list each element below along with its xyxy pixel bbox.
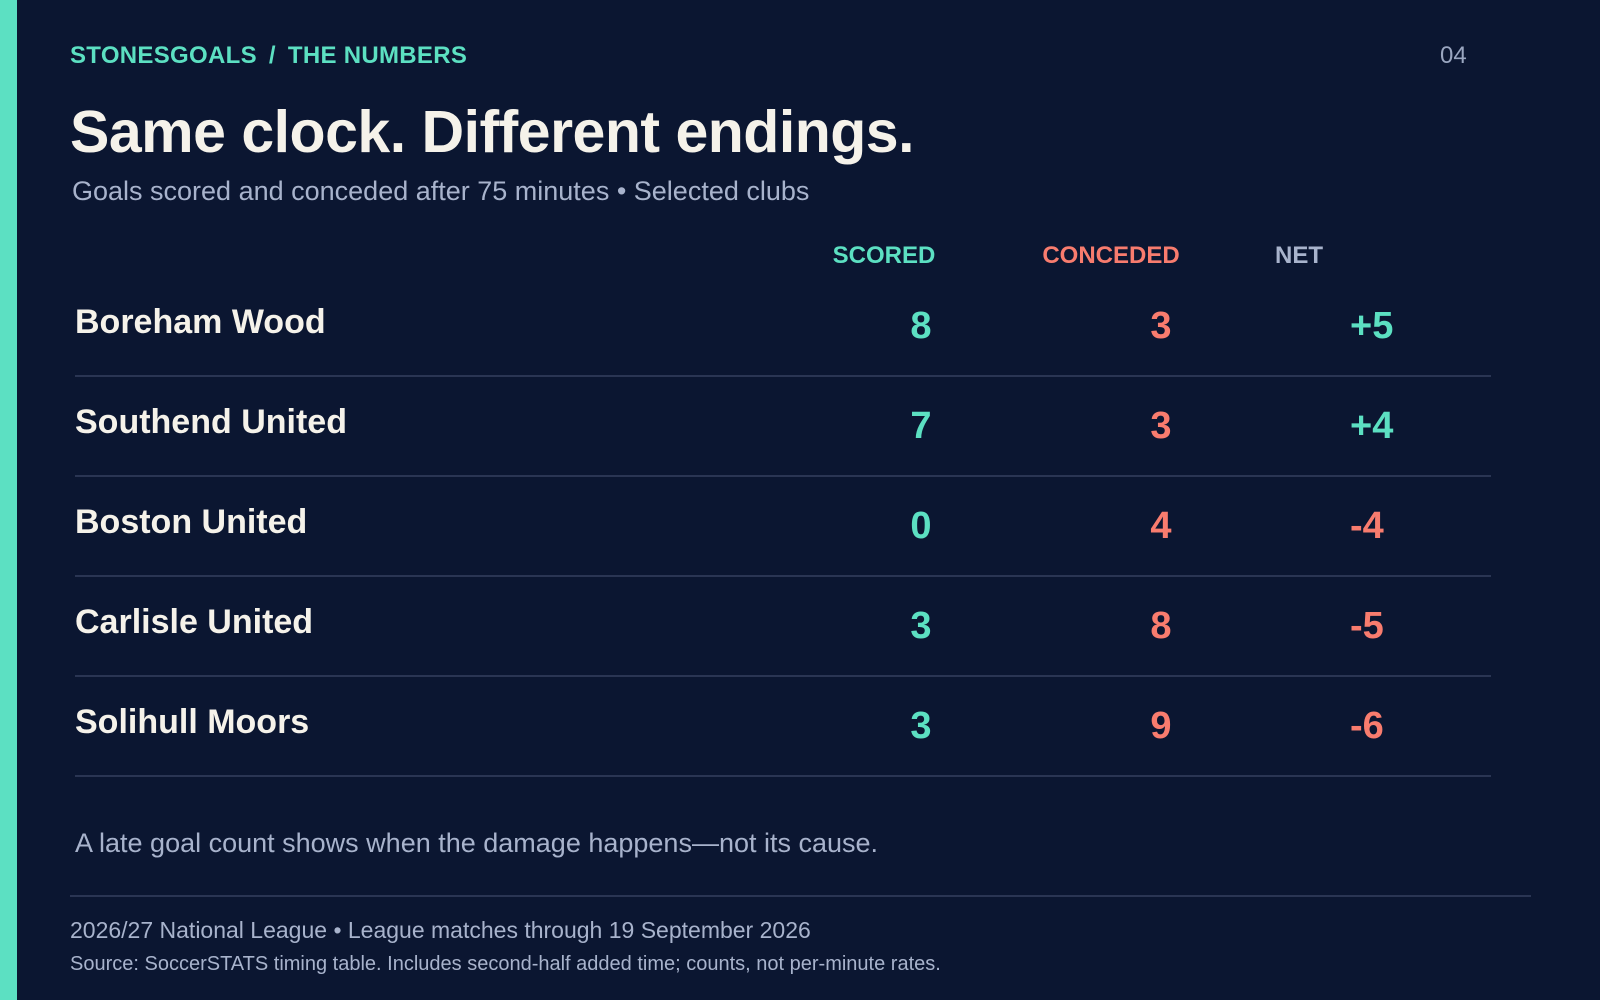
breadcrumb: STONESGOALS / THE NUMBERS (70, 42, 467, 70)
breadcrumb-brand: STONESGOALS (70, 42, 257, 69)
conceded-value: 3 (1150, 405, 1172, 447)
conceded-value: 4 (1150, 505, 1172, 547)
table-row: Solihull Moors 3 9 -6 (75, 675, 1491, 777)
club-name: Carlisle United (75, 603, 314, 641)
club-name: Southend United (75, 403, 347, 441)
scored-value: 8 (910, 305, 932, 347)
accent-bar (0, 0, 17, 1000)
conceded-value: 8 (1150, 605, 1172, 647)
table-row: Boston United 0 4 -4 (75, 475, 1491, 577)
footnote: A late goal count shows when the damage … (75, 828, 879, 858)
conceded-value: 9 (1150, 705, 1172, 747)
scored-value: 7 (910, 405, 932, 447)
column-header-net: NET (1275, 242, 1323, 269)
net-value: +5 (1350, 305, 1394, 347)
conceded-value: 3 (1150, 305, 1172, 347)
page-title: Same clock. Different endings. (70, 99, 915, 165)
footer-source: Source: SoccerSTATS timing table. Includ… (70, 953, 941, 975)
column-header-conceded: CONCEDED (1042, 242, 1180, 269)
table-row: Boreham Wood 8 3 +5 (75, 275, 1491, 377)
page-subtitle: Goals scored and conceded after 75 minut… (72, 176, 810, 206)
club-name: Boreham Wood (75, 303, 326, 341)
net-value: -4 (1350, 505, 1384, 547)
page-number: 04 (1440, 42, 1467, 69)
table-row: Carlisle United 3 8 -5 (75, 575, 1491, 677)
scored-value: 3 (910, 705, 932, 747)
net-value: -5 (1350, 605, 1384, 647)
column-header-scored: SCORED (832, 242, 936, 269)
breadcrumb-section: THE NUMBERS (287, 42, 468, 69)
club-name: Boston United (75, 503, 308, 541)
net-value: -6 (1350, 705, 1384, 747)
net-value: +4 (1350, 405, 1394, 447)
breadcrumb-separator: / (268, 42, 276, 69)
footer-divider (70, 895, 1531, 897)
table-row: Southend United 7 3 +4 (75, 375, 1491, 477)
scored-value: 0 (910, 505, 932, 547)
scored-value: 3 (910, 605, 932, 647)
footer-league: 2026/27 National League • League matches… (70, 917, 811, 943)
club-name: Solihull Moors (75, 703, 310, 741)
